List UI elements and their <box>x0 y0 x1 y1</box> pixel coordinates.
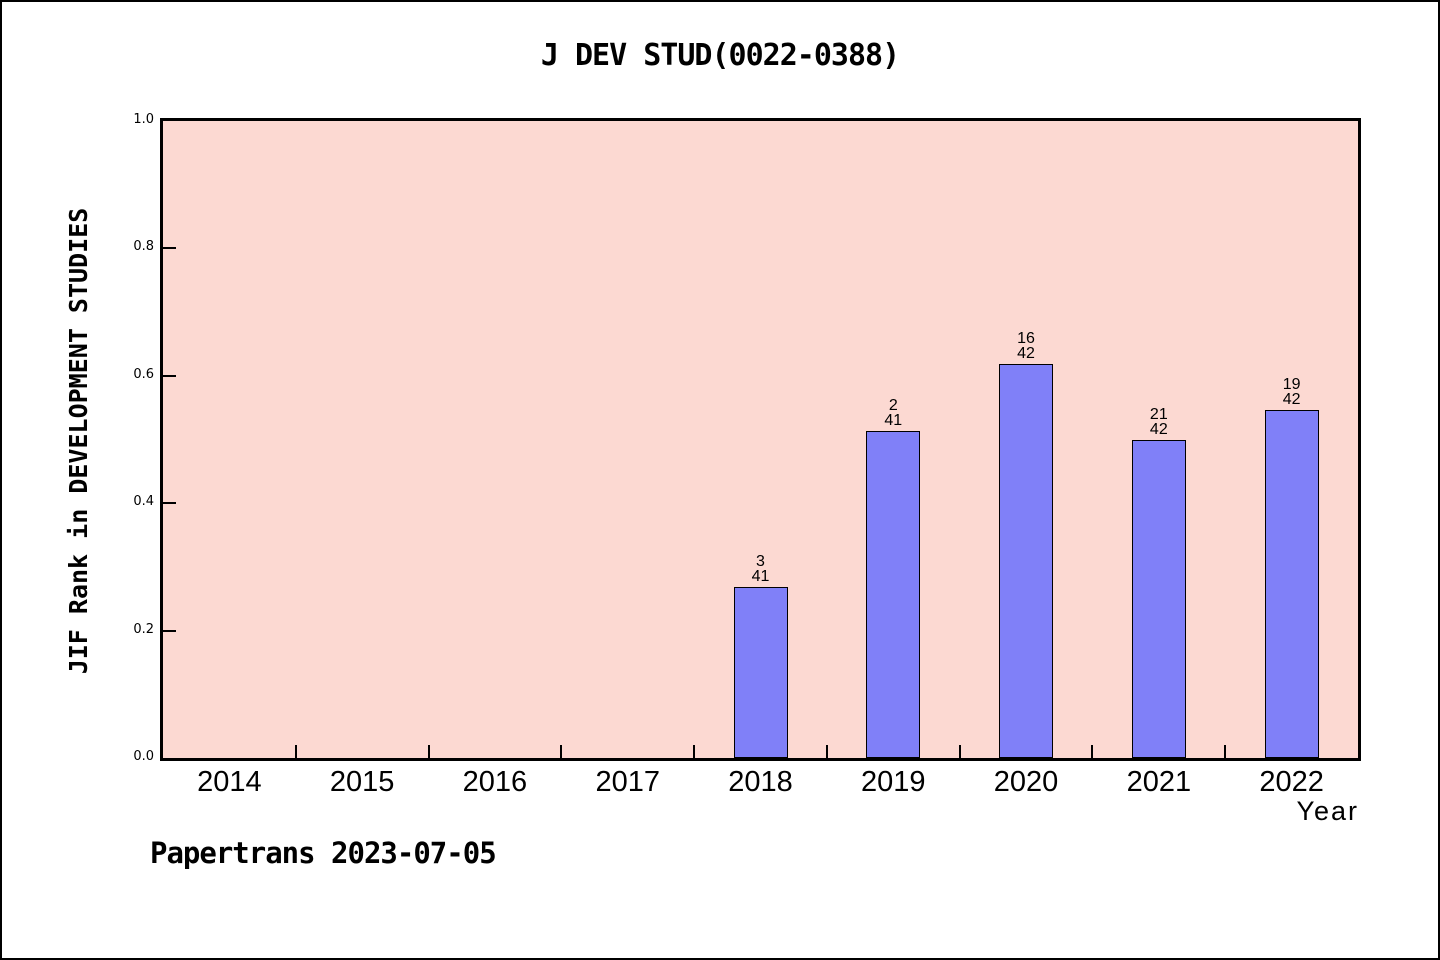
bar-annotation-total: 41 <box>884 412 903 429</box>
bar-annotation-total: 42 <box>1149 421 1168 438</box>
x-tick-mark <box>825 745 828 758</box>
y-tick-mark <box>163 374 176 377</box>
bar-annotation-rank: 16 <box>1017 330 1035 347</box>
x-tick-mark <box>294 745 297 758</box>
y-tick-label: 0.4 <box>133 494 154 510</box>
x-tick-label: 2021 <box>1126 766 1192 798</box>
bar <box>733 587 788 758</box>
bar-annotation-total: 41 <box>751 568 770 585</box>
bar <box>1264 410 1319 758</box>
bar-annotation: 3 41 <box>716 553 806 585</box>
x-tick-mark <box>1091 745 1094 758</box>
y-tick-label: 0.6 <box>133 366 154 382</box>
x-tick-label: 2019 <box>861 766 926 798</box>
bar-annotation: 2 41 <box>848 397 938 429</box>
y-tick-mark <box>163 502 176 505</box>
y-tick-label: 0.0 <box>133 749 154 764</box>
x-tick-label: 2015 <box>329 766 395 798</box>
y-tick-label: 0.2 <box>133 621 154 637</box>
bar-annotation-rank: 21 <box>1149 406 1168 423</box>
x-tick-label: 2014 <box>197 766 262 798</box>
watermark-text: Papertrans 2023-07-05 <box>150 836 497 870</box>
chart-title: J DEV STUD(0022-0388) <box>540 38 900 73</box>
bar <box>866 431 921 758</box>
x-tick-mark <box>427 745 430 758</box>
x-tick-mark <box>958 745 961 758</box>
bar <box>999 364 1054 758</box>
y-tick-mark <box>163 247 176 250</box>
y-tick-mark <box>163 629 176 632</box>
x-tick-label: 2018 <box>728 766 793 798</box>
x-tick-label: 2020 <box>993 766 1059 798</box>
x-axis-label: Year <box>1296 796 1359 826</box>
bar-annotation: 21 42 <box>1114 406 1204 438</box>
bar-annotation-total: 42 <box>1282 391 1301 408</box>
bar-annotation-rank: 2 <box>888 397 898 414</box>
bar-annotation-rank: 19 <box>1282 376 1301 393</box>
y-axis-label: JIF Rank in DEVELOPMENT STUDIES <box>64 207 93 675</box>
x-tick-label: 2016 <box>462 766 528 798</box>
bar-annotation-total: 42 <box>1017 345 1035 362</box>
x-tick-mark <box>1224 745 1227 758</box>
bar <box>1131 440 1186 758</box>
x-tick-label: 2022 <box>1259 766 1324 798</box>
y-tick-label: 1.0 <box>133 112 154 127</box>
y-tick-label: 0.8 <box>133 239 154 255</box>
bar-annotation: 16 42 <box>981 330 1071 362</box>
x-tick-mark <box>560 745 563 758</box>
bar-annotation-rank: 3 <box>756 553 765 570</box>
x-tick-mark <box>693 745 696 758</box>
plot-area: 3 41 2 41 16 42 21 42 19 42 <box>160 118 1361 761</box>
x-tick-label: 2017 <box>595 766 660 798</box>
bar-annotation: 19 42 <box>1247 376 1337 408</box>
